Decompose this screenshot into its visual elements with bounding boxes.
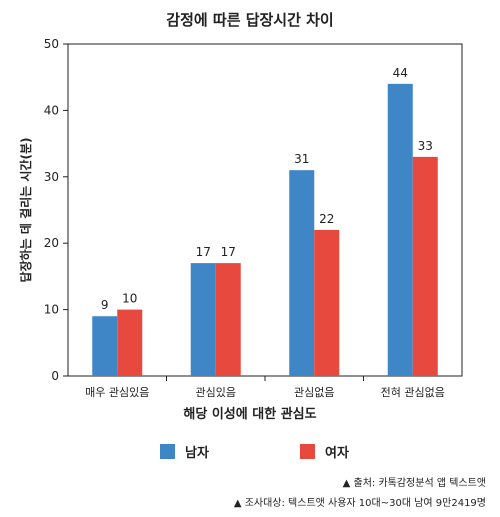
bar-male [190, 263, 216, 376]
data-label: 10 [122, 292, 137, 306]
y-axis-label: 답장하는 데 걸리는 시간(분) [18, 138, 33, 283]
y-tick-label: 10 [44, 303, 59, 317]
data-label: 22 [319, 212, 334, 226]
y-tick-label: 0 [51, 369, 59, 383]
source-note: ▲ 출처: 카톡감정분석 앱 텍스트앳 [342, 478, 486, 489]
y-tick-label: 30 [44, 170, 59, 184]
x-axis-label: 해당 이성에 대한 관심도 [183, 406, 316, 422]
legend-swatch-male [160, 444, 175, 459]
bar-female [412, 156, 438, 376]
y-tick-label: 40 [44, 103, 59, 117]
y-tick-label: 20 [44, 236, 59, 250]
data-label: 17 [221, 245, 236, 259]
bar-male [92, 316, 118, 376]
data-label: 9 [101, 298, 109, 312]
legend: 남자 여자 [0, 442, 500, 462]
data-label: 31 [294, 152, 309, 166]
bar-female [215, 263, 241, 376]
y-tick-label: 50 [44, 37, 59, 51]
x-tick-label: 관심없음 [294, 386, 334, 399]
legend-item-male: 남자 [160, 442, 209, 461]
chart-title: 감정에 따른 답장시간 차이 [166, 11, 333, 29]
legend-label-female: 여자 [325, 446, 349, 461]
data-label: 44 [393, 66, 408, 80]
bar-chart: 감정에 따른 답장시간 차이 답장하는 데 걸리는 시간(분) 해당 이성에 대… [18, 11, 463, 422]
legend-label-male: 남자 [185, 446, 209, 461]
bar-male [387, 83, 413, 376]
legend-swatch-female [300, 444, 315, 459]
bar-female [117, 309, 143, 376]
x-tick-label: 전혀 관심없음 [381, 386, 445, 399]
x-tick-label: 매우 관심있음 [85, 386, 149, 399]
legend-item-female: 여자 [300, 442, 349, 461]
data-label: 17 [196, 245, 211, 259]
data-label: 33 [418, 139, 433, 153]
bar-female [314, 229, 340, 376]
plot-area: 0 10 20 30 40 50 매우 관심있음 9 10 관심있음 17 17 관심없음 31 22 전혀 … [44, 37, 463, 399]
bar-male [289, 170, 315, 376]
x-tick-label: 관심있음 [196, 386, 236, 399]
survey-note: ▲ 조사대상: 텍스트앳 사용자 10대~30대 남여 9만2419명 [233, 498, 486, 509]
